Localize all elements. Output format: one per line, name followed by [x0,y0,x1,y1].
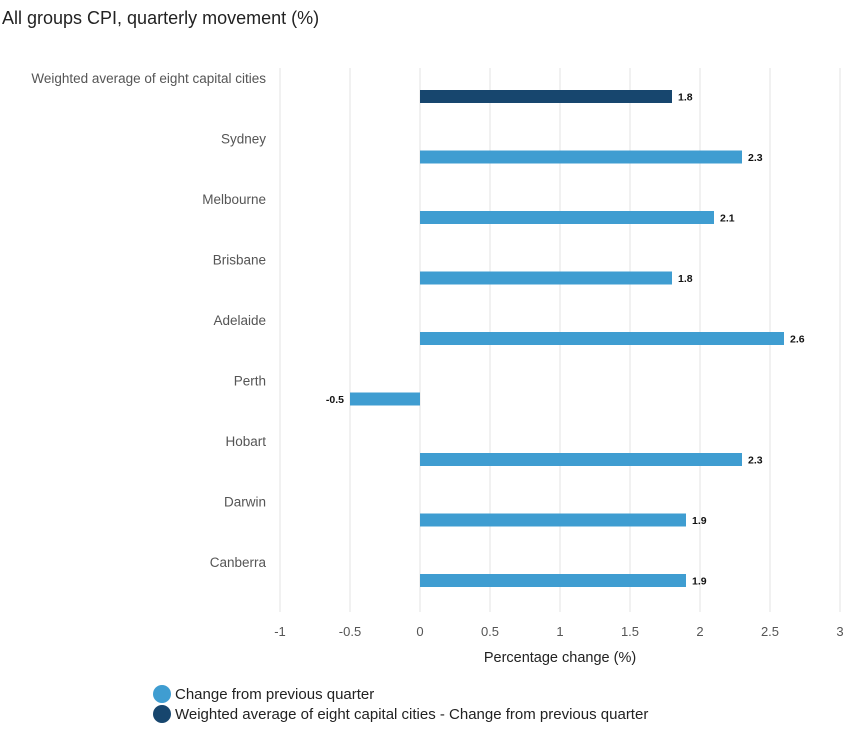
legend-marker-light-blue [153,685,171,703]
category-label: Darwin [224,495,266,510]
x-tick-label: -1 [274,624,286,639]
category-label: Canberra [210,555,267,570]
chart-title: All groups CPI, quarterly movement (%) [2,8,320,28]
data-label: 2.3 [748,455,763,467]
x-tick-label: 1.5 [621,624,639,639]
x-axis-title: Percentage change (%) [484,650,636,666]
legend-marker-dark-blue [153,705,171,723]
category-label: Adelaide [213,313,266,328]
legend-item-weighted-average[interactable]: Weighted average of eight capital cities… [153,704,648,724]
data-label: 1.8 [678,92,693,104]
data-label: 1.9 [692,515,707,527]
legend: Change from previous quarter Weighted av… [153,684,648,724]
x-tick-label: 0.5 [481,624,499,639]
x-tick-label: 2 [696,624,703,639]
bars [350,90,784,587]
labels: -1 -0.5 0 0.5 1 1.5 2 2.5 3 Percentage change (%)… [31,71,843,666]
x-tick-label: 2.5 [761,624,779,639]
legend-item-change[interactable]: Change from previous quarter [153,684,648,704]
category-label: Brisbane [213,253,266,268]
x-tick-label: 3 [836,624,843,639]
category-label: Sydney [221,132,266,147]
category-label: Hobart [225,434,266,449]
bar [420,211,714,224]
data-label: 1.8 [678,273,693,285]
bar [420,513,686,527]
x-tick-label: 0 [416,624,423,639]
legend-label: Change from previous quarter [175,685,375,703]
data-label: 2.1 [720,213,735,225]
bar [420,90,672,103]
data-label: 2.6 [790,334,805,346]
bar [420,453,742,466]
bar [420,574,686,587]
data-label: -0.5 [326,394,344,406]
data-label: 1.9 [692,576,707,588]
bar [350,392,420,406]
category-label: Melbourne [202,192,266,207]
category-label: Perth [234,374,266,389]
x-tick-label: 1 [556,624,563,639]
category-label: Weighted average of eight capital cities [31,71,266,86]
bar [420,150,742,164]
data-label: 2.3 [748,152,763,164]
x-tick-label: -0.5 [339,624,361,639]
legend-label: Weighted average of eight capital cities… [175,705,649,723]
bar [420,332,784,345]
bar [420,271,672,285]
